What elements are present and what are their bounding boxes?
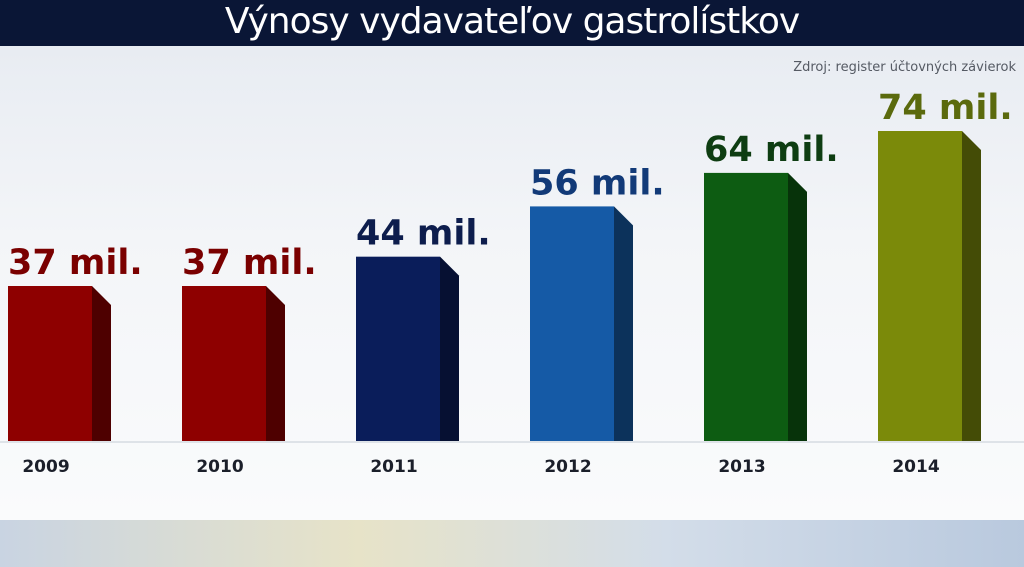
tick-label-2009: 2009 [22,457,69,477]
bar-front-2013 [704,172,788,441]
value-label-2011: 44 mil. [356,214,491,254]
bar-side-2012 [614,206,633,441]
source-note: Zdroj: register účtovných závierok [793,60,1016,75]
footer-strip [0,520,1024,567]
title-bar [0,0,1024,46]
bar-front-2010 [182,286,266,441]
bar-2011 [356,256,459,441]
value-label-2014: 74 mil. [878,88,1013,128]
bar-side-2010 [266,286,285,441]
bar-2009 [8,286,111,441]
tick-label-2014: 2014 [892,457,939,477]
bar-front-2009 [8,286,92,441]
bar-front-2012 [530,206,614,441]
bar-side-2009 [92,286,111,441]
value-label-2012: 56 mil. [530,163,665,203]
bar-side-2011 [440,256,459,441]
value-label-2009: 37 mil. [8,243,143,283]
bar-2012 [530,206,633,441]
chart-title: Výnosy vydavateľov gastrolístkov [224,1,800,42]
tick-label-2012: 2012 [544,457,591,477]
bar-front-2011 [356,256,440,441]
bar-2014 [878,131,981,441]
bar-side-2014 [962,131,981,441]
tick-label-2010: 2010 [196,457,243,477]
plot-background [0,46,1024,520]
value-label-2010: 37 mil. [182,243,317,283]
bar-2013 [704,172,807,441]
bar-side-2013 [788,172,807,441]
bar-2010 [182,286,285,441]
bar-front-2014 [878,131,962,441]
tick-label-2013: 2013 [718,457,765,477]
value-label-2013: 64 mil. [704,130,839,170]
tick-label-2011: 2011 [370,457,417,477]
